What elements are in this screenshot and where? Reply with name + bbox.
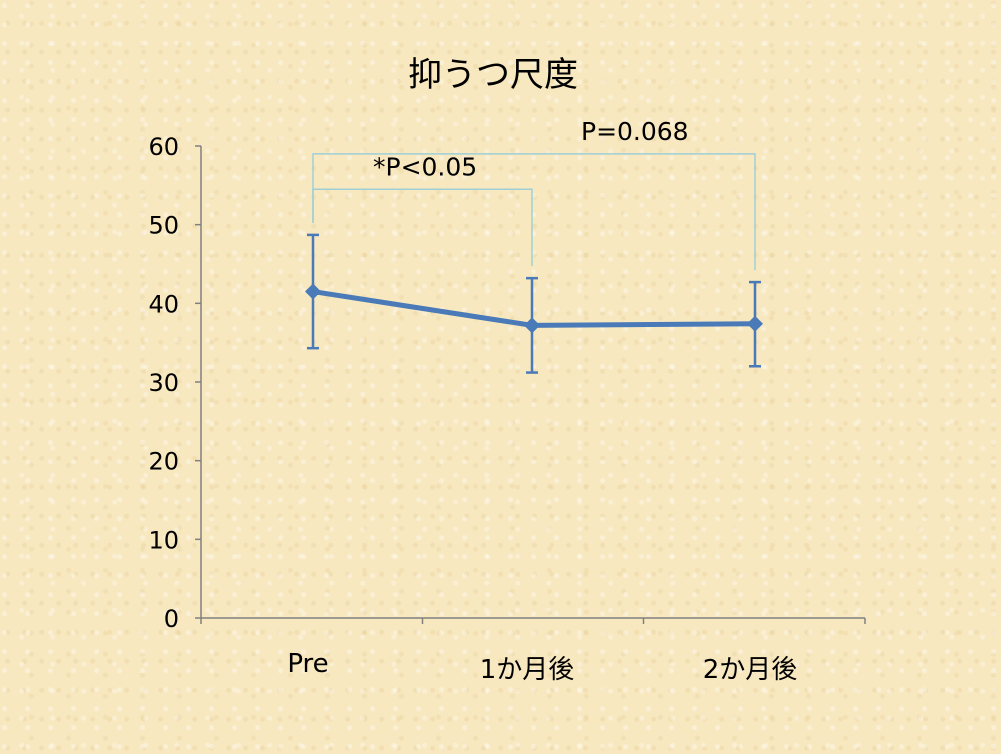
y-tick-label: 40 xyxy=(148,290,179,318)
data-point-marker xyxy=(305,283,321,300)
x-axis-labels: Pre 1か月後 2か月後 xyxy=(287,649,797,685)
y-tick-label: 50 xyxy=(148,212,179,240)
significance-bracket xyxy=(312,188,533,267)
y-tick-label: 10 xyxy=(148,526,179,554)
data-point-marker xyxy=(747,315,763,332)
y-tick-label: 60 xyxy=(148,133,179,161)
x-category-label: 1か月後 xyxy=(480,655,575,685)
series-layer xyxy=(305,233,763,374)
x-category-label: 2か月後 xyxy=(703,655,798,685)
significance-bracket xyxy=(312,153,756,271)
annotation-brackets: *P<0.05 P=0.068 xyxy=(312,117,756,271)
y-tick-label: 20 xyxy=(148,448,179,476)
significance-label: *P<0.05 xyxy=(373,152,477,181)
significance-label: P=0.068 xyxy=(581,117,689,146)
y-axis-labels: 0 10 20 30 40 50 60 xyxy=(148,133,179,633)
chart-title: 抑うつ尺度 xyxy=(408,55,578,95)
axes xyxy=(195,145,866,624)
x-category-label: Pre xyxy=(287,649,328,679)
y-tick-label: 0 xyxy=(164,605,179,633)
data-point-marker xyxy=(524,317,540,334)
y-tick-label: 30 xyxy=(148,369,179,397)
